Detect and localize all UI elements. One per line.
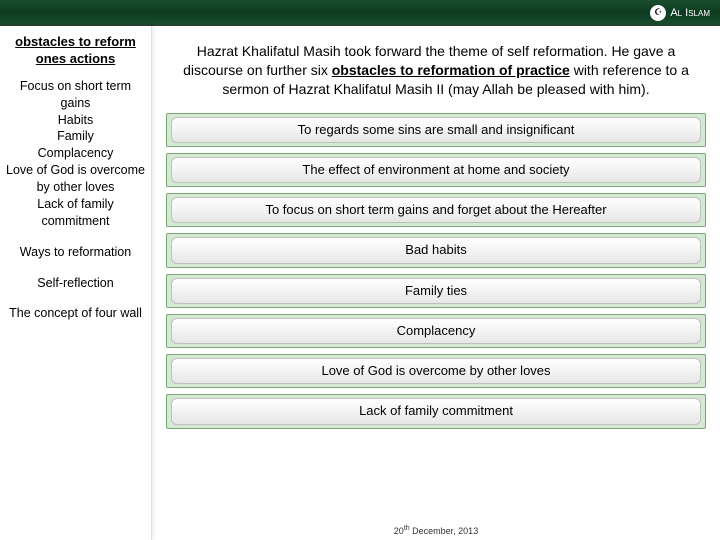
footer-day: 20 [394,526,404,536]
obstacle-item: Love of God is overcome by other loves [166,354,706,388]
brand-label: Al Islam [670,7,710,19]
obstacle-item: To focus on short term gains and forget … [166,193,706,227]
obstacle-label: To focus on short term gains and forget … [171,197,701,223]
obstacle-item: Lack of family commitment [166,394,706,428]
sidebar-block-1: Focus on short term gainsHabitsFamilyCom… [6,78,145,230]
obstacle-label: Complacency [171,318,701,344]
footer-date: 20th December, 2013 [152,525,720,536]
content-area: obstacles to reform ones actions Focus o… [0,26,720,540]
sidebar-heading-1: obstacles to reform ones actions [6,34,145,68]
sidebar-line: Habits [6,112,145,129]
obstacle-label: The effect of environment at home and so… [171,157,701,183]
sidebar-block-2: Self-reflection [6,275,145,292]
obstacle-item: Family ties [166,274,706,308]
obstacle-item: The effect of environment at home and so… [166,153,706,187]
obstacle-label: Love of God is overcome by other loves [171,358,701,384]
sidebar-block-3: The concept of four wall [6,305,145,322]
sidebar-line: Family [6,128,145,145]
obstacle-label: To regards some sins are small and insig… [171,117,701,143]
sidebar-heading-2: Ways to reformation [6,244,145,261]
obstacle-list: To regards some sins are small and insig… [166,113,706,429]
obstacle-item: Bad habits [166,233,706,267]
sidebar: obstacles to reform ones actions Focus o… [0,26,152,540]
brand-logo-icon: ☪ [650,5,666,21]
obstacle-label: Lack of family commitment [171,398,701,424]
brand-logo: ☪ Al Islam [650,5,710,21]
main-panel: Hazrat Khalifatul Masih took forward the… [152,26,720,540]
sidebar-line: Complacency [6,145,145,162]
obstacle-item: To regards some sins are small and insig… [166,113,706,147]
sidebar-line: Love of God is overcome by other loves [6,162,145,196]
intro-paragraph: Hazrat Khalifatul Masih took forward the… [166,42,706,99]
sidebar-line: Focus on short term gains [6,78,145,112]
obstacle-item: Complacency [166,314,706,348]
footer-rest: December, 2013 [410,526,479,536]
sidebar-line: Lack of family commitment [6,196,145,230]
obstacle-label: Family ties [171,278,701,304]
top-bar: ☪ Al Islam [0,0,720,26]
intro-bold-underline: obstacles to reformation of practice [332,62,570,78]
obstacle-label: Bad habits [171,237,701,263]
